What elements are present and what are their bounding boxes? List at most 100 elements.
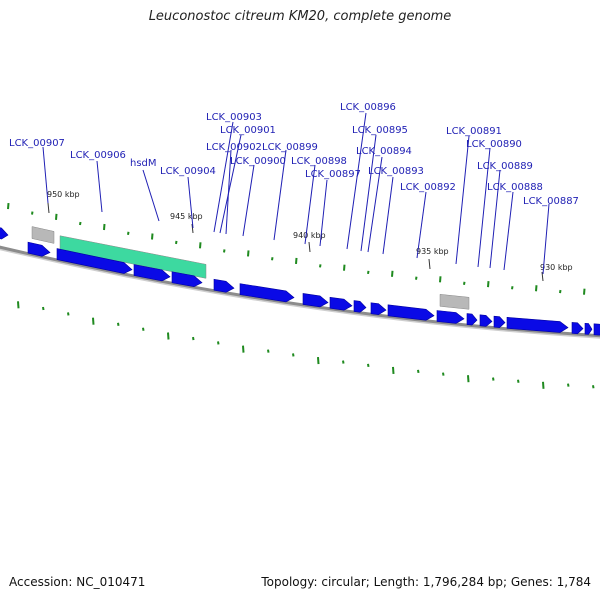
gene-arrow: [571, 322, 584, 335]
gc-tick: [492, 377, 495, 381]
gc-tick: [391, 270, 394, 277]
gc-tick: [199, 242, 202, 249]
leader-line: [346, 112, 367, 250]
gene-label: LCK_00891: [446, 126, 502, 137]
gc-tick: [31, 211, 34, 215]
leader-line: [42, 146, 49, 204]
kbp-tick-label: 945 kbp: [170, 212, 203, 221]
leader-line: [542, 203, 550, 275]
leader-line: [319, 179, 328, 247]
leader-line: [455, 135, 470, 265]
leader-line: [382, 176, 394, 255]
gene-arrow: [27, 241, 51, 257]
kbp-tick-label: 950 kbp: [47, 190, 80, 199]
gene-arrow: [353, 300, 367, 313]
gene-arrow: [466, 313, 478, 326]
gc-tick: [535, 285, 538, 292]
backbone-shadow: [0, 248, 600, 339]
gene-arrow: [479, 314, 493, 327]
gc-tick: [295, 257, 298, 264]
gc-tick: [42, 306, 45, 311]
gene-label: LCK_00890: [466, 139, 522, 150]
leader-line: [96, 160, 103, 213]
gene-label: LCK_00902: [206, 142, 262, 153]
gc-tick: [542, 381, 545, 389]
gc-tick: [567, 383, 570, 387]
gene-arrow: [387, 304, 435, 321]
gene-label: LCK_00907: [9, 138, 65, 149]
kbp-tick: [191, 223, 194, 234]
accession: Accession: NC_010471: [9, 575, 146, 589]
gc-tick: [583, 288, 586, 295]
gc-tick: [79, 221, 82, 226]
highlight-region: [59, 235, 207, 279]
gc-tick: [192, 336, 195, 341]
gene-arrow: [213, 278, 235, 293]
gc-tick: [55, 213, 58, 220]
gene-label: LCK_00897: [305, 169, 361, 180]
gc-tick: [511, 286, 514, 290]
gene-labels: LCK_00907 LCK_00906 hsdM LCK_00904 LCK_0…: [9, 102, 579, 275]
gene-label: hsdM: [130, 158, 157, 169]
gc-tick: [317, 357, 320, 365]
gene-label: LCK_00899: [262, 142, 318, 153]
gc-tick: [175, 240, 178, 245]
gc-tick: [415, 276, 418, 280]
gc-tick: [442, 372, 445, 376]
grey-feature: [439, 294, 470, 310]
gene-arrow: [239, 283, 295, 303]
leader-line: [477, 147, 491, 268]
gene-arrow: [593, 323, 600, 336]
reverse-strand: [27, 241, 600, 336]
gene-label: LCK_00903: [206, 112, 262, 123]
gc-tick: [267, 349, 270, 353]
gene-arrow: [302, 293, 329, 308]
gene-arrow: [133, 264, 171, 282]
gene-label: LCK_00906: [70, 150, 126, 161]
kbp-tick: [428, 258, 431, 270]
gc-tick: [319, 264, 322, 268]
kbp-tick: [47, 202, 50, 214]
gc-tick: [487, 281, 490, 288]
leader-line: [416, 191, 427, 259]
gc-tick: [367, 363, 370, 368]
backbone: [0, 245, 600, 338]
gc-tick: [7, 202, 10, 210]
leader-line: [187, 176, 194, 229]
gene-label: LCK_00900: [230, 156, 286, 167]
leader-line: [242, 164, 255, 237]
gc-tick: [271, 257, 274, 261]
kbp-tick-label: 935 kbp: [416, 247, 449, 256]
gene-arrow: [493, 315, 506, 328]
gc-tick: [417, 369, 420, 374]
gene-arrow: [436, 310, 465, 324]
gc-tick: [342, 360, 345, 364]
gene-arrow: [56, 248, 133, 274]
leader-line: [489, 169, 501, 269]
gc-tick: [592, 385, 595, 389]
gc-tick: [217, 341, 220, 345]
leader-line: [273, 149, 287, 241]
gc-tick: [343, 264, 346, 271]
gene-label: LCK_00893: [368, 166, 424, 177]
gc-tick: [223, 249, 226, 253]
leader-line: [213, 121, 234, 233]
scale-ticks: 950 kbp 945 kbp 940 kbp 935 kbp 930 kbp: [47, 190, 573, 282]
kbp-tick: [541, 271, 544, 282]
forward-strand: [0, 226, 470, 310]
gene-arrow: [171, 271, 203, 288]
gc-tick: [17, 301, 20, 309]
gc-tick: [463, 281, 466, 285]
leader-line: [219, 134, 242, 234]
gene-arrow: [506, 316, 569, 333]
kbp-tick: [308, 241, 311, 253]
gc-tick: [151, 233, 154, 240]
gc-tick: [439, 276, 442, 283]
gc-tick: [67, 312, 70, 316]
kbp-tick-label: 940 kbp: [293, 231, 326, 240]
leader-line: [142, 169, 160, 222]
gene-label: LCK_00896: [340, 102, 396, 113]
gc-tick: [467, 375, 470, 383]
gc-tick: [392, 366, 395, 375]
